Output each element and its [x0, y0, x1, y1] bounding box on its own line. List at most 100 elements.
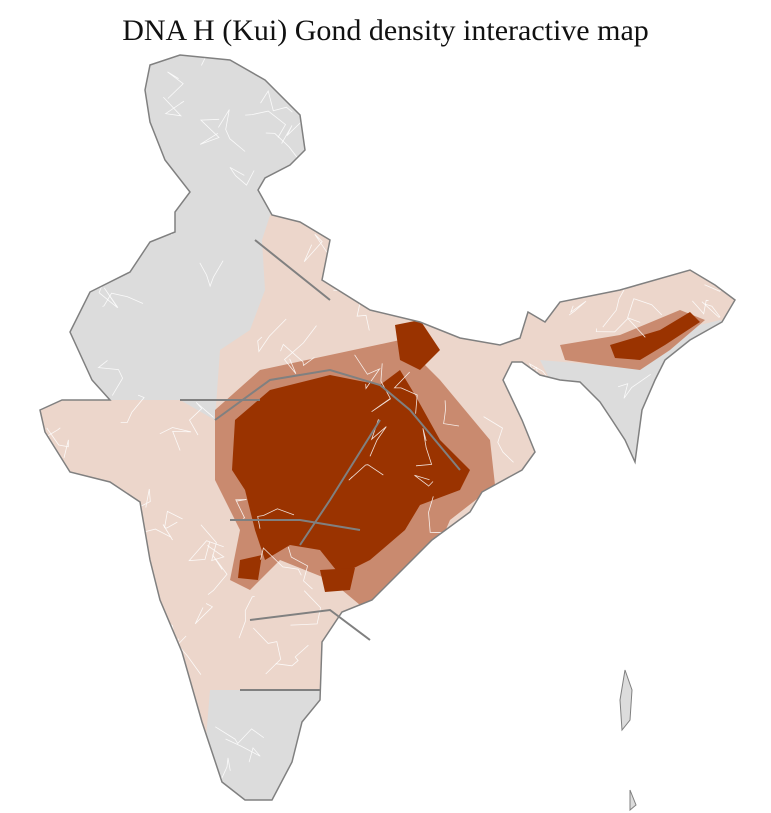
district-border [407, 67, 429, 96]
district-border [555, 560, 580, 599]
district-border [624, 606, 680, 658]
district-border [712, 137, 734, 177]
district-border [46, 427, 69, 458]
district-border [671, 146, 696, 179]
district-border [523, 142, 552, 162]
district-border [201, 55, 236, 66]
district-border [238, 596, 255, 639]
district-border [483, 416, 514, 463]
district-border [536, 511, 572, 544]
state-border-central [180, 239, 461, 691]
district-border [684, 614, 701, 640]
district-border [257, 318, 287, 353]
district-border [122, 173, 170, 187]
district-border [95, 164, 107, 214]
district-border [167, 71, 184, 99]
andaman-islands [619, 669, 637, 812]
district-border [613, 610, 635, 629]
district-border [225, 738, 261, 763]
district-border [40, 323, 49, 359]
district-border [365, 225, 406, 244]
district-border [701, 301, 721, 318]
district-border [568, 300, 587, 316]
district-border [63, 101, 99, 119]
district-border [484, 713, 506, 741]
district-border [260, 547, 302, 576]
district-border [614, 81, 635, 102]
district-border [639, 409, 676, 435]
district-border [371, 363, 391, 413]
district-border [597, 238, 632, 267]
district-border [444, 730, 468, 749]
district-border [283, 325, 317, 374]
district-border [490, 137, 525, 169]
district-border [453, 754, 491, 769]
district-border [290, 590, 322, 626]
region-high-density-northeast [610, 312, 700, 360]
district-border [47, 248, 82, 270]
district-border [98, 285, 119, 309]
region-no-data-north [40, 55, 320, 420]
district-border [128, 560, 148, 600]
district-border [734, 198, 735, 224]
district-border [546, 169, 584, 191]
district-border [159, 427, 192, 451]
district-border [452, 617, 506, 641]
district-border [443, 400, 460, 427]
district-border [421, 146, 468, 158]
district-border [135, 55, 161, 61]
district-border [120, 596, 139, 642]
district-border [627, 298, 663, 323]
district-border [659, 367, 680, 426]
district-border [591, 106, 627, 126]
district-border [97, 360, 124, 396]
district-border [643, 228, 657, 265]
region-no-data-south [200, 690, 320, 800]
district-border [595, 58, 635, 73]
district-border [229, 166, 255, 186]
region-high-density-west [238, 555, 262, 580]
district-border [40, 427, 61, 450]
district-border [303, 234, 329, 262]
district-border [638, 581, 658, 609]
district-border [627, 627, 675, 656]
district-border [546, 125, 577, 152]
district-border [468, 114, 502, 159]
district-border [287, 546, 313, 590]
district-border [188, 540, 224, 562]
district-border [481, 744, 515, 759]
district-border [724, 606, 735, 621]
district-border [128, 697, 176, 714]
district-border [507, 207, 538, 243]
district-border [393, 371, 418, 414]
district-border [447, 618, 475, 647]
district-border [199, 260, 224, 288]
district-border [245, 110, 287, 138]
district-border [120, 394, 145, 423]
district-border [595, 317, 646, 338]
district-border [136, 191, 147, 216]
district-border [369, 419, 387, 457]
district-border [332, 264, 356, 291]
district-border [319, 144, 337, 169]
district-border [565, 214, 584, 238]
district-border [260, 90, 293, 113]
district-border [568, 583, 594, 601]
district-border [94, 505, 127, 525]
district-border [348, 69, 386, 99]
district-border [188, 402, 214, 436]
district-border [199, 118, 220, 145]
district-border [91, 182, 124, 216]
district-border [415, 428, 433, 467]
district-border [194, 603, 214, 625]
district-border [635, 708, 657, 730]
district-border [80, 565, 98, 612]
district-border [280, 343, 315, 367]
district-border [545, 788, 569, 800]
district-border [471, 613, 507, 655]
district-border [348, 464, 384, 481]
district-border [362, 58, 378, 90]
district-border [61, 180, 83, 226]
district-border [129, 159, 153, 197]
